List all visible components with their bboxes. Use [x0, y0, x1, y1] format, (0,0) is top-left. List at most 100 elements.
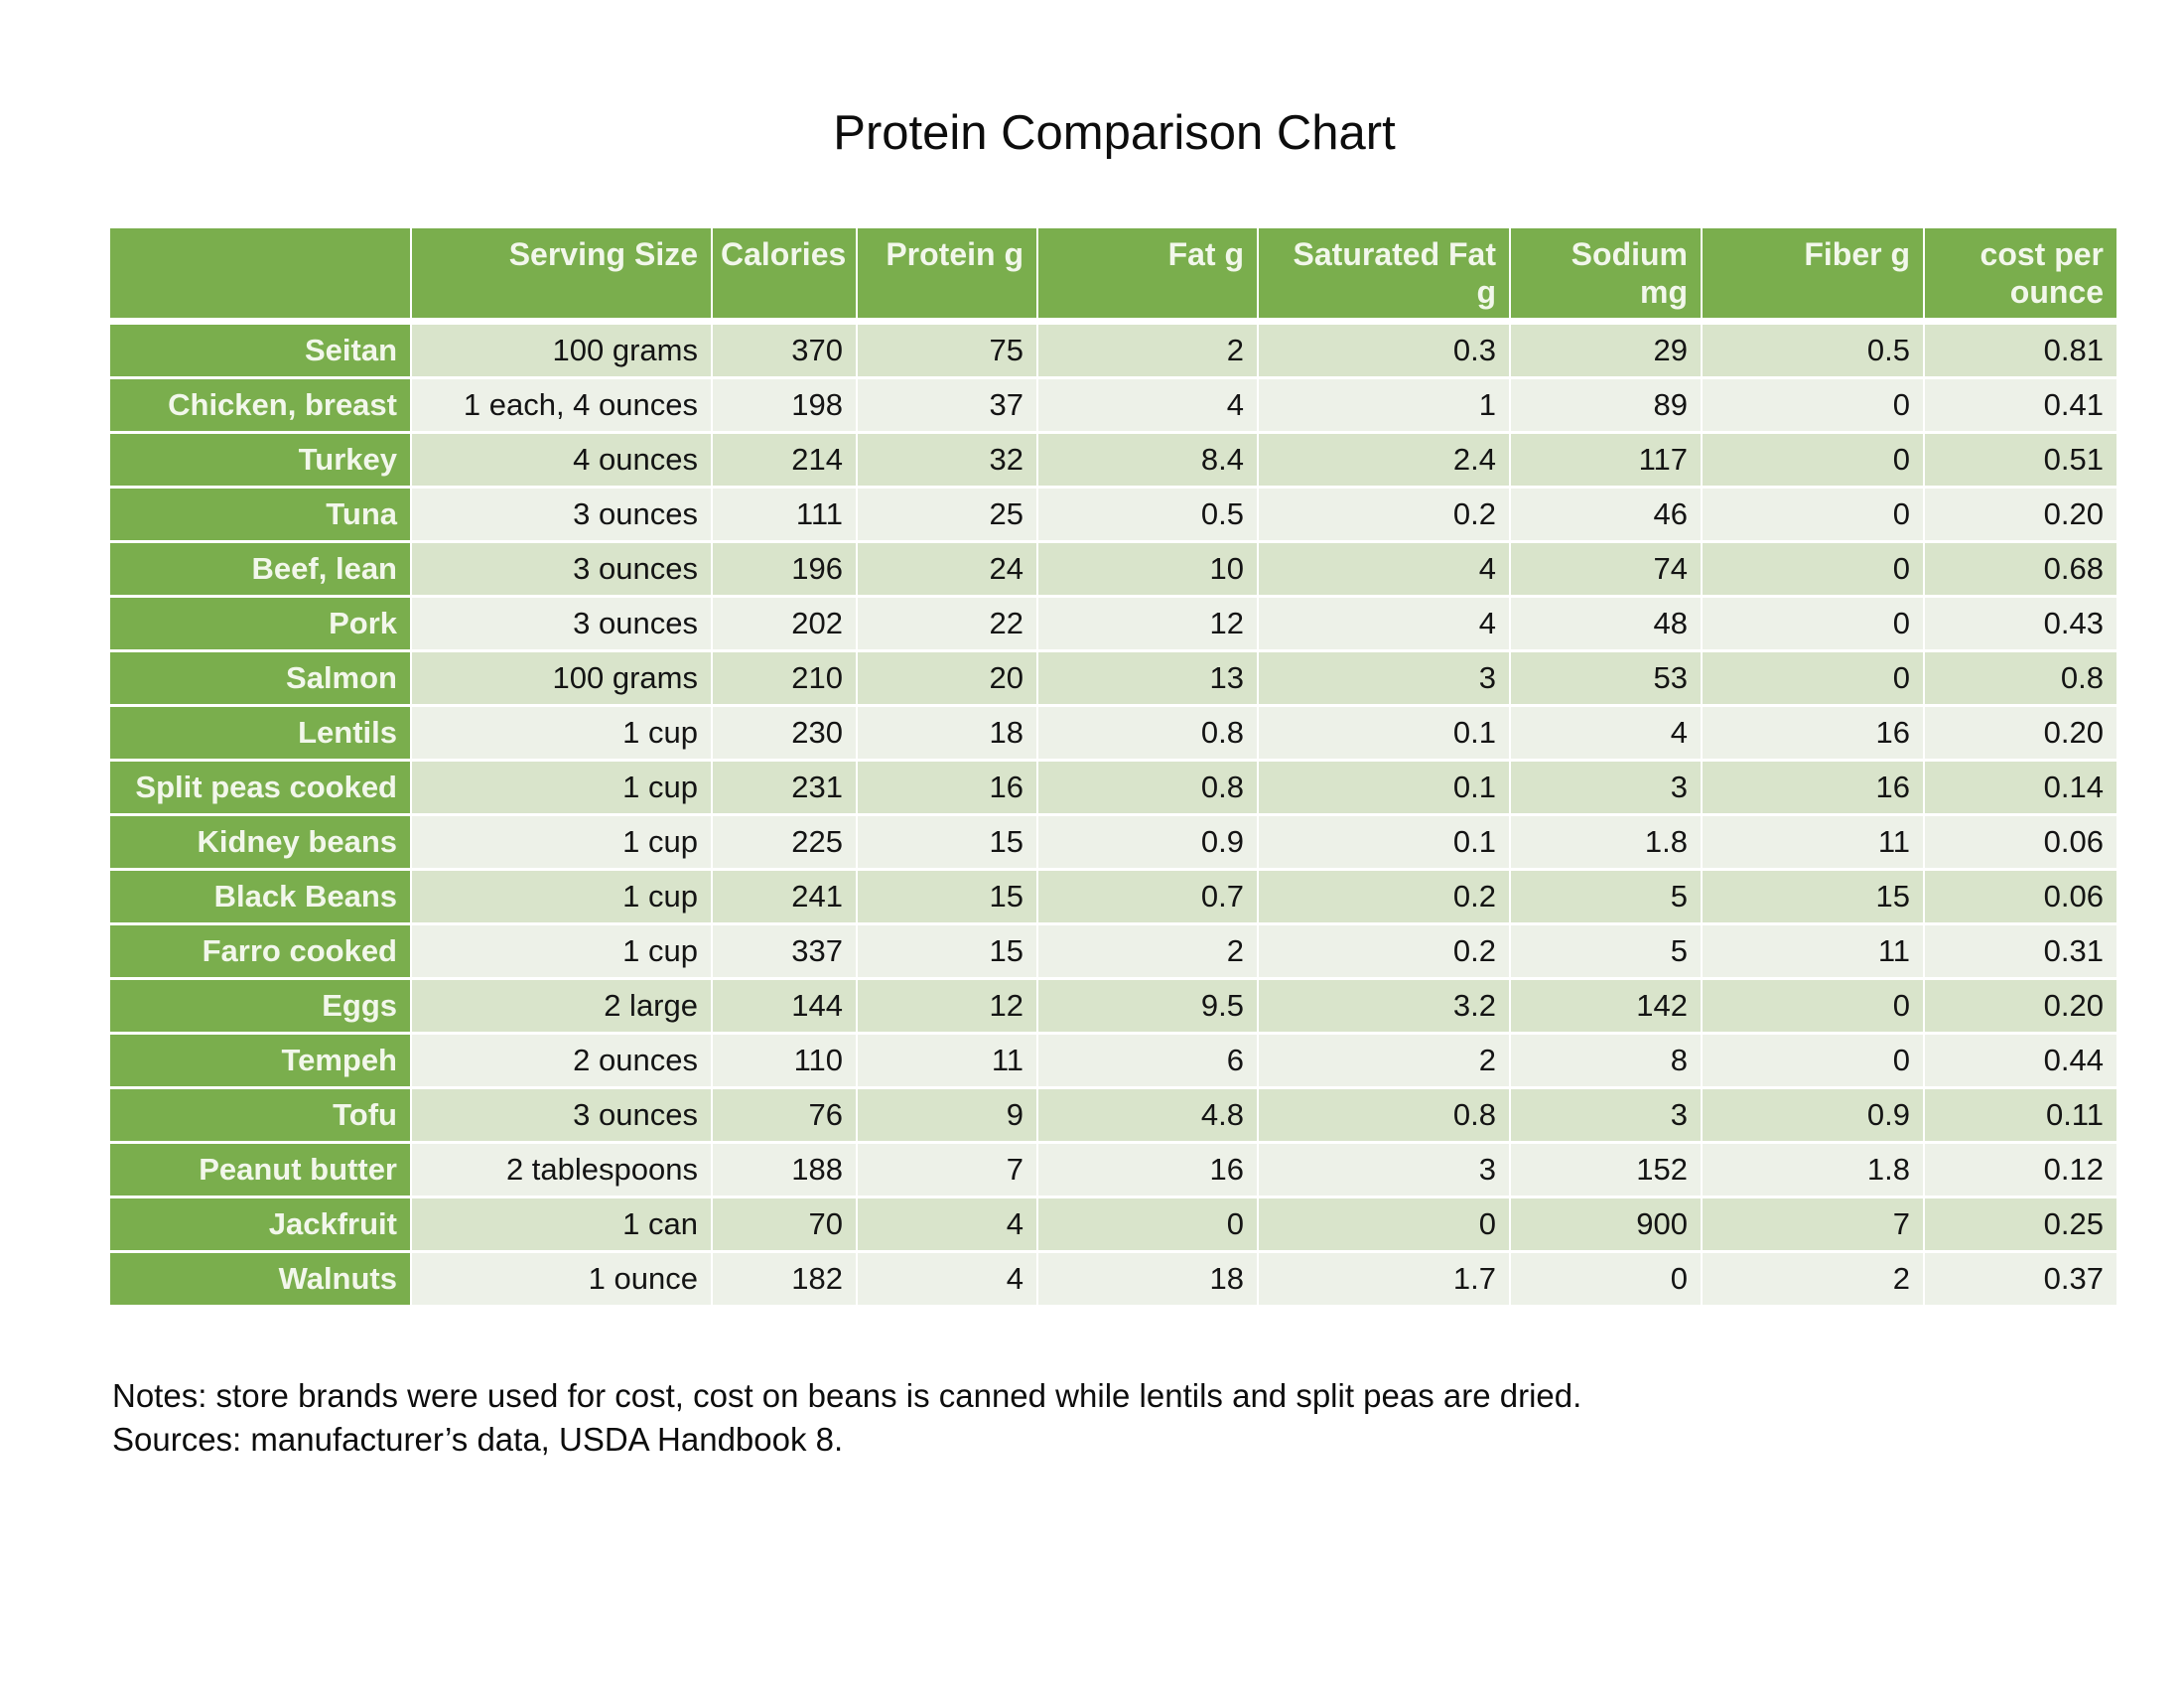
- row-label: Turkey: [110, 434, 412, 489]
- row-label: Farro cooked: [110, 925, 412, 980]
- table-row: Farro cooked 1 cup 337 15 2 0.2 5 11 0.31: [110, 925, 2118, 980]
- table-cell: 4: [1038, 379, 1259, 434]
- row-label: Split peas cooked: [110, 762, 412, 816]
- table-cell: 46: [1511, 489, 1703, 543]
- table-cell: 0.31: [1925, 925, 2118, 980]
- row-label: Kidney beans: [110, 816, 412, 871]
- row-label: Beef, lean: [110, 543, 412, 598]
- table-cell: 0.1: [1259, 707, 1511, 762]
- row-label: Salmon: [110, 652, 412, 707]
- table-cell: 70: [713, 1198, 858, 1253]
- footnotes: Notes: store brands were used for cost, …: [112, 1374, 2078, 1462]
- table-row: Tofu 3 ounces 76 9 4.8 0.8 3 0.9 0.11: [110, 1089, 2118, 1144]
- table-cell: 29: [1511, 325, 1703, 379]
- table-cell: 0.06: [1925, 816, 2118, 871]
- table-cell: 15: [1703, 871, 1925, 925]
- row-label: Tofu: [110, 1089, 412, 1144]
- table-cell: 0.25: [1925, 1198, 2118, 1253]
- table-cell: 202: [713, 598, 858, 652]
- table-cell: 22: [858, 598, 1038, 652]
- table-cell: 3.2: [1259, 980, 1511, 1035]
- table-cell: 370: [713, 325, 858, 379]
- table-cell: 0: [1703, 489, 1925, 543]
- table-cell: 0: [1703, 1035, 1925, 1089]
- table-cell: 11: [858, 1035, 1038, 1089]
- header-row: Serving Size Calories Protein g Fat g Satura…: [110, 228, 2118, 325]
- table-cell: 0: [1703, 652, 1925, 707]
- column-header: Fat g: [1038, 228, 1259, 325]
- row-label: Walnuts: [110, 1253, 412, 1308]
- table-cell: 37: [858, 379, 1038, 434]
- table-cell: 0: [1703, 379, 1925, 434]
- row-label: Pork: [110, 598, 412, 652]
- table-cell: 0: [1703, 980, 1925, 1035]
- table-cell: 241: [713, 871, 858, 925]
- table-cell: 13: [1038, 652, 1259, 707]
- table-cell: 0.7: [1038, 871, 1259, 925]
- row-label: Peanut butter: [110, 1144, 412, 1198]
- table-cell: 0.2: [1259, 489, 1511, 543]
- table-cell: 3: [1259, 652, 1511, 707]
- table-cell: 1 cup: [412, 871, 713, 925]
- table-cell: 100 grams: [412, 325, 713, 379]
- table-cell: 117: [1511, 434, 1703, 489]
- table-row: Jackfruit 1 can 70 4 0 0 900 7 0.25: [110, 1198, 2118, 1253]
- table-cell: 214: [713, 434, 858, 489]
- table-cell: 3 ounces: [412, 543, 713, 598]
- table-cell: 8.4: [1038, 434, 1259, 489]
- table-cell: 0.37: [1925, 1253, 2118, 1308]
- table-cell: 182: [713, 1253, 858, 1308]
- table-cell: 100 grams: [412, 652, 713, 707]
- table-cell: 0.8: [1259, 1089, 1511, 1144]
- row-label: Lentils: [110, 707, 412, 762]
- table-cell: 3 ounces: [412, 598, 713, 652]
- table-cell: 4 ounces: [412, 434, 713, 489]
- table-cell: 0.14: [1925, 762, 2118, 816]
- table-row: Split peas cooked 1 cup 231 16 0.8 0.1 3 16 0.14: [110, 762, 2118, 816]
- row-label: Black Beans: [110, 871, 412, 925]
- table-cell: 3: [1511, 1089, 1703, 1144]
- table-cell: 8: [1511, 1035, 1703, 1089]
- table-cell: 1 cup: [412, 816, 713, 871]
- row-label: Seitan: [110, 325, 412, 379]
- row-label: Jackfruit: [110, 1198, 412, 1253]
- row-label: Chicken, breast: [110, 379, 412, 434]
- table-row: Tempeh 2 ounces 110 11 6 2 8 0 0.44: [110, 1035, 2118, 1089]
- table-cell: 4.8: [1038, 1089, 1259, 1144]
- table-cell: 4: [1259, 598, 1511, 652]
- table-cell: 20: [858, 652, 1038, 707]
- table-cell: 9.5: [1038, 980, 1259, 1035]
- table-cell: 12: [1038, 598, 1259, 652]
- table-row: Salmon 100 grams 210 20 13 3 53 0 0.8: [110, 652, 2118, 707]
- table-cell: 0.9: [1038, 816, 1259, 871]
- table-cell: 18: [1038, 1253, 1259, 1308]
- table-row: Chicken, breast 1 each, 4 ounces 198 37 4 1 89…: [110, 379, 2118, 434]
- table-cell: 2: [1259, 1035, 1511, 1089]
- table-cell: 32: [858, 434, 1038, 489]
- table-cell: 230: [713, 707, 858, 762]
- table-cell: 111: [713, 489, 858, 543]
- table-cell: 0.1: [1259, 816, 1511, 871]
- row-label: Tempeh: [110, 1035, 412, 1089]
- table-row: Eggs 2 large 144 12 9.5 3.2 142 0 0.20: [110, 980, 2118, 1035]
- column-header: Calories: [713, 228, 858, 325]
- column-header: cost per ounce: [1925, 228, 2118, 325]
- table-cell: 110: [713, 1035, 858, 1089]
- table-cell: 1 ounce: [412, 1253, 713, 1308]
- table-row: Lentils 1 cup 230 18 0.8 0.1 4 16 0.20: [110, 707, 2118, 762]
- table-cell: 0: [1703, 434, 1925, 489]
- table-cell: 0: [1259, 1198, 1511, 1253]
- table-cell: 0.8: [1038, 762, 1259, 816]
- table-cell: 0.2: [1259, 925, 1511, 980]
- table-cell: 4: [1511, 707, 1703, 762]
- table-cell: 24: [858, 543, 1038, 598]
- page-title: Protein Comparison Chart: [833, 106, 1396, 160]
- table-row: Turkey 4 ounces 214 32 8.4 2.4 117 0 0.51: [110, 434, 2118, 489]
- table-cell: 225: [713, 816, 858, 871]
- table-cell: 1 can: [412, 1198, 713, 1253]
- table-cell: 76: [713, 1089, 858, 1144]
- table-cell: 0.11: [1925, 1089, 2118, 1144]
- table-cell: 3 ounces: [412, 489, 713, 543]
- table-cell: 2 ounces: [412, 1035, 713, 1089]
